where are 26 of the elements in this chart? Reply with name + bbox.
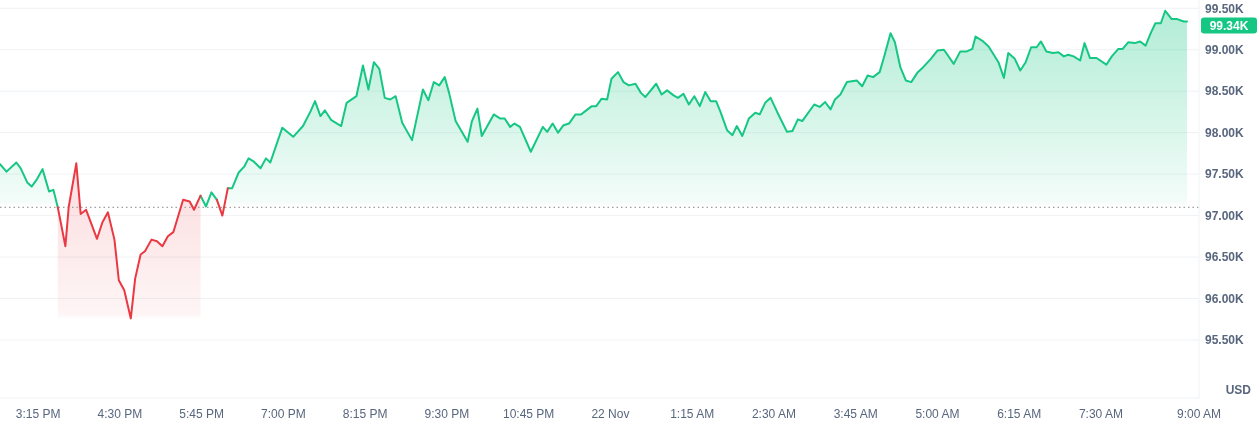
y-tick-label: 99.00K bbox=[1205, 42, 1245, 57]
y-tick-label: 96.00K bbox=[1205, 291, 1245, 306]
y-tick-label: 95.50K bbox=[1205, 333, 1245, 348]
x-tick-label: 8:15 PM bbox=[342, 407, 388, 421]
y-tick-label: 98.00K bbox=[1205, 125, 1245, 140]
x-tick-label: 9:30 PM bbox=[424, 407, 470, 421]
y-tick-label: 99.50K bbox=[1205, 2, 1245, 17]
x-tick-label: 5:45 PM bbox=[179, 407, 224, 421]
x-tick-label: 4:30 PM bbox=[97, 407, 143, 421]
y-axis-title: USD bbox=[1225, 383, 1252, 397]
x-tick-label: 7:30 AM bbox=[1078, 407, 1123, 421]
y-tick-label: 98.50K bbox=[1205, 84, 1245, 99]
x-tick-label: 9:00 AM bbox=[1176, 407, 1222, 421]
x-tick-label: 7:00 PM bbox=[261, 407, 306, 421]
y-tick-label: 97.50K bbox=[1205, 167, 1245, 182]
x-tick-label: 2:30 AM bbox=[751, 407, 796, 421]
text: 99.34K bbox=[1209, 18, 1249, 33]
x-tick-label: 3:15 PM bbox=[15, 407, 61, 421]
x-tick-label: 22 Nov bbox=[591, 407, 630, 421]
x-tick-label: 5:00 AM bbox=[915, 407, 960, 421]
x-tick-label: 3:45 AM bbox=[833, 407, 878, 421]
x-tick-label: 10:45 PM bbox=[502, 407, 555, 421]
x-tick-label: 6:15 AM bbox=[997, 407, 1042, 421]
x-tick-label: 1:15 AM bbox=[670, 407, 715, 421]
y-tick-label: 96.50K bbox=[1205, 250, 1245, 265]
y-tick-label: 97.00K bbox=[1205, 208, 1245, 223]
